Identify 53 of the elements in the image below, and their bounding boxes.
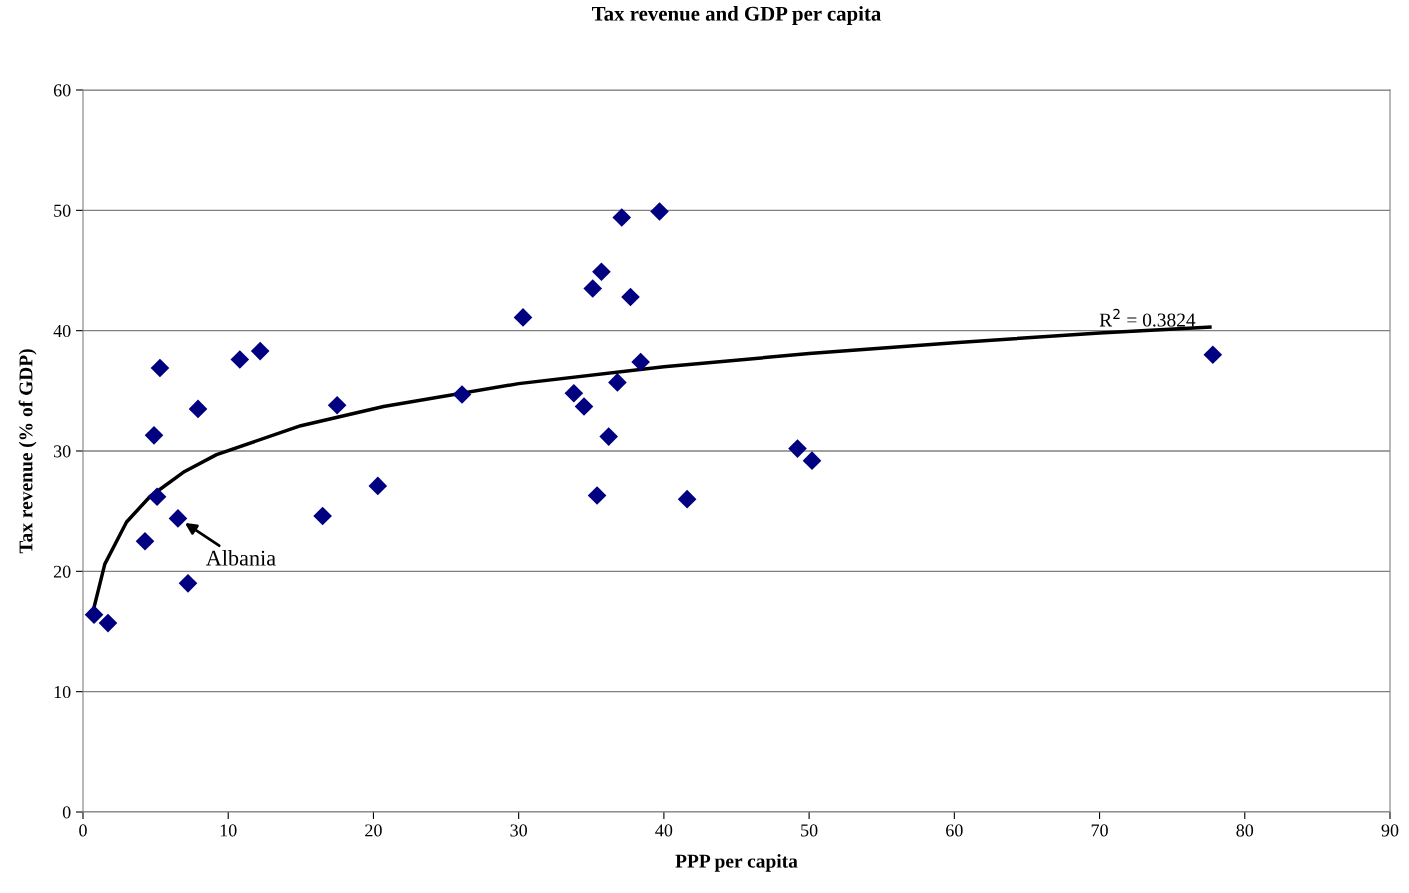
x-tick-label: 60 xyxy=(946,824,963,837)
point xyxy=(98,613,118,633)
point xyxy=(313,506,332,526)
y-tick-label: 40 xyxy=(53,324,71,338)
point xyxy=(84,605,104,624)
point xyxy=(147,487,167,507)
point xyxy=(327,395,347,415)
point xyxy=(574,397,594,416)
annotation: R$^{2}$ = 0.3824 xyxy=(1099,308,1196,327)
point xyxy=(788,439,807,458)
x-tick-label: 50 xyxy=(801,824,818,837)
y-axis-title: Tax revenue (% of GDP) xyxy=(18,349,37,554)
point xyxy=(150,358,170,378)
point xyxy=(1203,345,1223,365)
y-tick-label: 0 xyxy=(62,806,71,819)
y-tick-label: 20 xyxy=(53,565,71,578)
point xyxy=(631,352,650,372)
point xyxy=(650,202,669,221)
point xyxy=(188,399,208,419)
y-tick-label: 60 xyxy=(53,84,71,97)
point xyxy=(250,341,270,361)
x-tick-label: 90 xyxy=(1381,824,1399,837)
chart-title: Tax revenue and GDP per capita xyxy=(592,6,881,25)
y-tick-label: 30 xyxy=(54,445,71,458)
point xyxy=(802,451,822,470)
x-axis-title: PPP per capita xyxy=(675,854,798,872)
point xyxy=(368,476,388,496)
x-tick-label: 20 xyxy=(365,824,382,837)
point xyxy=(608,373,627,392)
point xyxy=(168,509,188,528)
point xyxy=(587,486,607,505)
y-tick-label: 50 xyxy=(54,204,71,217)
point xyxy=(677,489,697,509)
point xyxy=(230,350,250,369)
point xyxy=(513,308,533,327)
point xyxy=(599,427,619,446)
annotation: Albania xyxy=(205,549,276,566)
x-tick-label: 80 xyxy=(1236,824,1254,837)
point xyxy=(621,287,640,307)
point xyxy=(135,531,155,551)
point xyxy=(564,383,584,403)
point xyxy=(178,574,198,593)
point xyxy=(583,279,603,298)
x-tick-label: 0 xyxy=(79,824,87,837)
point xyxy=(592,262,611,282)
x-tick-label: 40 xyxy=(655,824,673,837)
point xyxy=(144,426,164,445)
x-tick-label: 30 xyxy=(510,824,528,837)
x-tick-label: 10 xyxy=(220,824,237,837)
y-tick-label: 10 xyxy=(54,685,71,699)
x-tick-label: 70 xyxy=(1091,824,1108,837)
point xyxy=(452,385,472,404)
point xyxy=(612,208,632,227)
